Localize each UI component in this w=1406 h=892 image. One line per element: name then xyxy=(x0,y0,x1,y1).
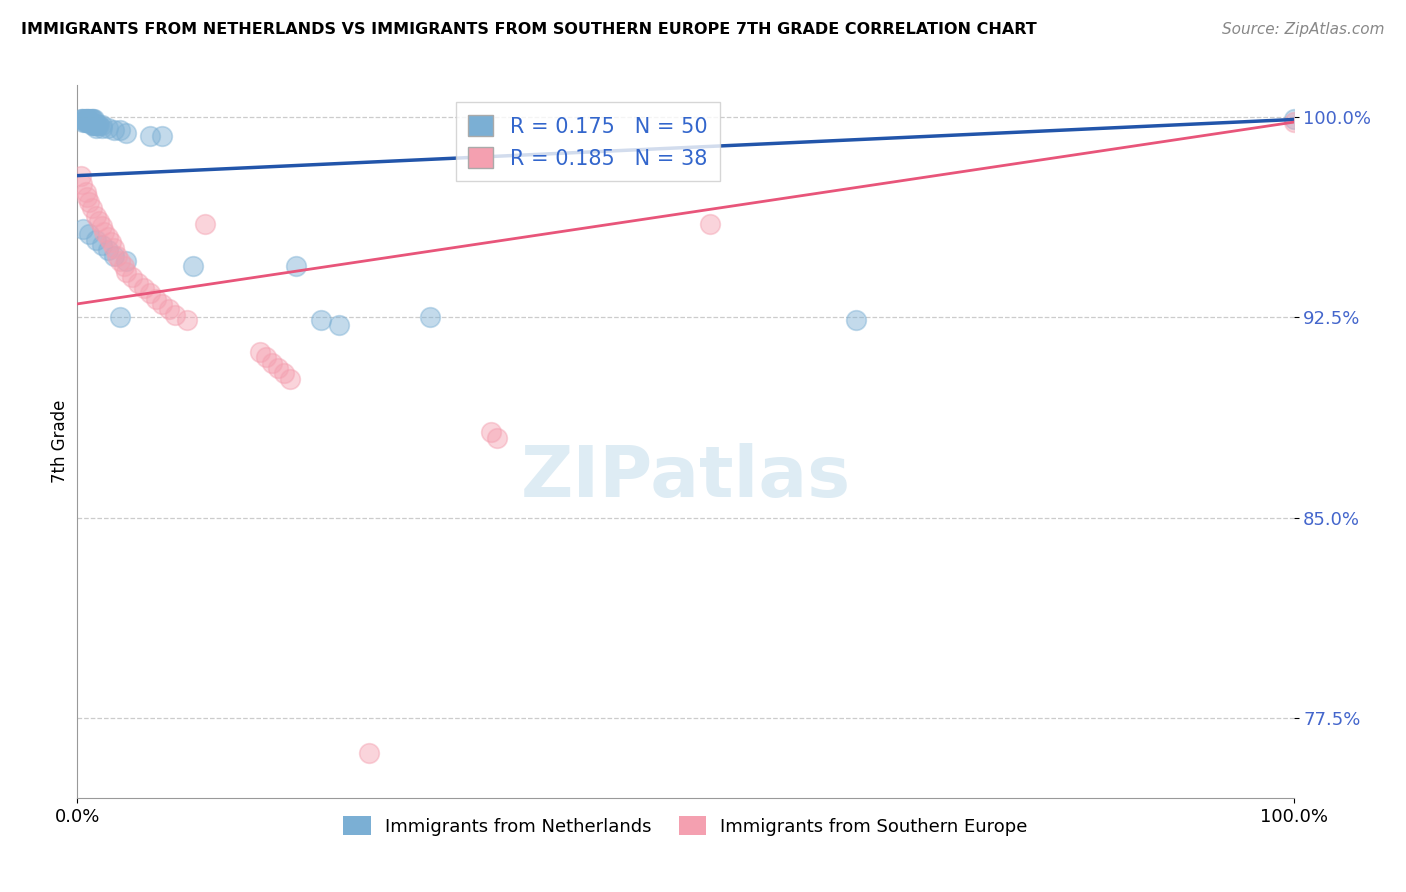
Point xyxy=(103,249,125,263)
Point xyxy=(72,112,94,127)
Point xyxy=(249,345,271,359)
Point xyxy=(79,115,101,129)
Point xyxy=(145,292,167,306)
Point xyxy=(89,118,111,132)
Point xyxy=(285,260,308,274)
Point xyxy=(76,112,98,127)
Point xyxy=(278,372,301,386)
Point xyxy=(103,123,125,137)
Point xyxy=(134,281,156,295)
Point xyxy=(328,318,350,333)
Point xyxy=(84,120,107,135)
Point xyxy=(127,276,149,290)
Point xyxy=(1282,115,1305,129)
Point xyxy=(76,115,98,129)
Point xyxy=(77,115,100,129)
Point xyxy=(100,235,122,250)
Point xyxy=(83,118,105,132)
Point xyxy=(107,249,129,263)
Point xyxy=(152,297,174,311)
Point xyxy=(89,214,111,228)
Point xyxy=(479,425,502,440)
Point xyxy=(90,120,112,135)
Point xyxy=(115,126,138,140)
Point xyxy=(139,128,162,143)
Point xyxy=(90,118,112,132)
Point xyxy=(254,351,277,365)
Point xyxy=(176,313,198,327)
Point xyxy=(70,112,93,127)
Point xyxy=(845,313,868,327)
Point xyxy=(79,112,101,127)
Point xyxy=(86,118,108,132)
Point xyxy=(309,313,332,327)
Point xyxy=(75,185,97,199)
Point xyxy=(419,310,441,325)
Point xyxy=(70,169,93,183)
Point xyxy=(260,356,283,370)
Point xyxy=(267,361,290,376)
Y-axis label: 7th Grade: 7th Grade xyxy=(51,400,69,483)
Point xyxy=(359,746,381,760)
Point xyxy=(72,222,94,236)
Point xyxy=(82,118,104,132)
Point xyxy=(80,201,103,215)
Point xyxy=(80,118,103,132)
Point xyxy=(84,233,107,247)
Point xyxy=(93,225,115,239)
Point xyxy=(108,310,131,325)
Point xyxy=(194,217,217,231)
Point xyxy=(80,112,103,127)
Point xyxy=(77,112,100,127)
Point xyxy=(79,195,101,210)
Point xyxy=(75,115,97,129)
Point xyxy=(152,128,174,143)
Point xyxy=(97,230,120,244)
Point xyxy=(699,217,721,231)
Point xyxy=(273,367,295,381)
Point xyxy=(76,190,98,204)
Point xyxy=(97,120,120,135)
Point xyxy=(157,302,180,317)
Point xyxy=(82,112,104,127)
Point xyxy=(83,112,105,127)
Point xyxy=(87,118,110,132)
Point xyxy=(79,227,101,242)
Point xyxy=(181,260,204,274)
Point xyxy=(80,115,103,129)
Point xyxy=(115,254,138,268)
Point xyxy=(108,123,131,137)
Point xyxy=(103,241,125,255)
Point xyxy=(70,177,93,191)
Legend: Immigrants from Netherlands, Immigrants from Southern Europe: Immigrants from Netherlands, Immigrants … xyxy=(336,809,1035,843)
Point xyxy=(97,244,120,258)
Point xyxy=(108,254,131,268)
Point xyxy=(90,238,112,252)
Point xyxy=(84,209,107,223)
Text: ZIPatlas: ZIPatlas xyxy=(520,442,851,512)
Point xyxy=(80,112,103,127)
Point xyxy=(72,115,94,129)
Text: Source: ZipAtlas.com: Source: ZipAtlas.com xyxy=(1222,22,1385,37)
Point xyxy=(163,308,186,322)
Point xyxy=(84,118,107,132)
Point xyxy=(70,112,93,127)
Point xyxy=(90,219,112,234)
Point xyxy=(75,112,97,127)
Point xyxy=(115,265,138,279)
Point xyxy=(112,260,135,274)
Point xyxy=(139,286,162,301)
Point xyxy=(485,431,508,445)
Text: IMMIGRANTS FROM NETHERLANDS VS IMMIGRANTS FROM SOUTHERN EUROPE 7TH GRADE CORRELA: IMMIGRANTS FROM NETHERLANDS VS IMMIGRANT… xyxy=(21,22,1036,37)
Point xyxy=(73,115,96,129)
Point xyxy=(121,270,143,285)
Point xyxy=(1282,112,1305,127)
Point xyxy=(73,112,96,127)
